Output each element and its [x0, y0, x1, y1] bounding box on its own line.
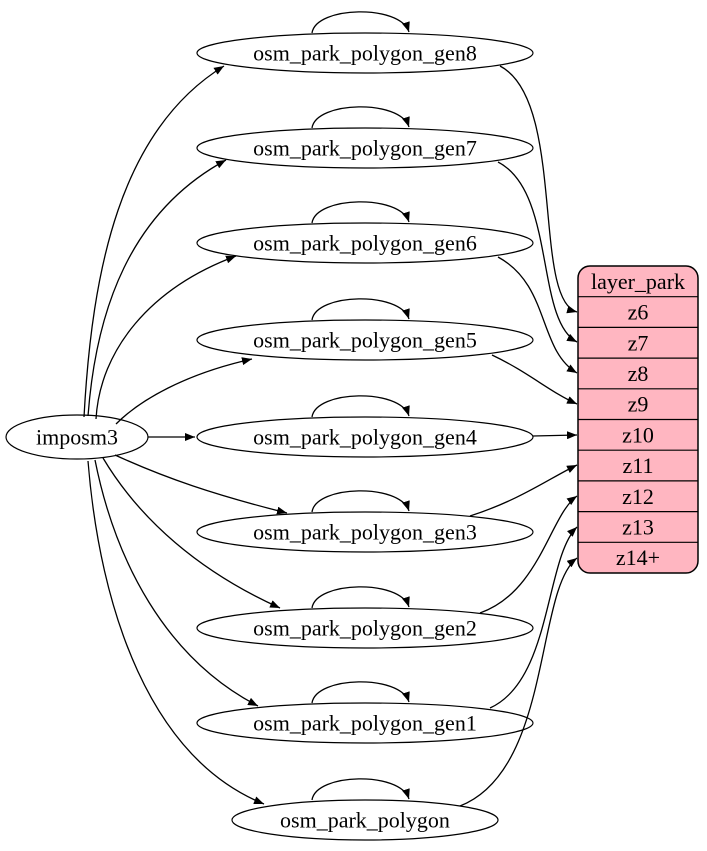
record-title: layer_park	[591, 269, 685, 294]
record-row-z14plus: z14+	[616, 545, 660, 570]
record-row-z12: z12	[622, 484, 654, 509]
edge-osm_park_polygon_gen1-self-loop	[311, 681, 410, 704]
record-row-z10: z10	[622, 422, 654, 447]
osm_park_polygon_gen1-ellipse	[196, 702, 534, 744]
edge-imposm3-to-osm_park_polygon_gen8	[83, 65, 225, 418]
edge-osm_park_polygon_gen2-to-layer_park-z12	[479, 495, 578, 614]
edge-imposm3-to-osm_park_polygon_gen3	[114, 454, 288, 515]
node-osm_park_polygon_gen2: osm_park_polygon_gen2	[196, 607, 534, 649]
imposm3-label: imposm3	[36, 425, 118, 450]
edge-osm_park_polygon_gen4-to-layer_park-z10	[532, 431, 578, 440]
edge-osm_park_polygon_gen8-to-layer_park-z6	[499, 65, 578, 314]
osm_park_polygon_gen3-ellipse	[196, 511, 534, 553]
record-row-z7: z7	[628, 330, 649, 355]
edge-osm_park_polygon_gen8-self-loop	[311, 11, 410, 34]
edge-imposm3-to-osm_park_polygon	[87, 460, 265, 805]
node-osm_park_polygon_gen8: osm_park_polygon_gen8	[196, 32, 534, 74]
edge-osm_park_polygon_gen6-self-loop	[311, 201, 410, 224]
table-label: osm_park_polygon_gen6	[253, 231, 477, 256]
osm_park_polygon_gen5-ellipse	[196, 319, 534, 361]
record-row-z13: z13	[622, 514, 654, 539]
osm_park_polygon_gen2-ellipse	[196, 607, 534, 649]
record-row-z9: z9	[628, 392, 649, 417]
record-row-z11: z11	[623, 453, 654, 478]
edge-osm_park_polygon_gen2-self-loop	[311, 586, 410, 609]
table-label: osm_park_polygon_gen2	[253, 616, 477, 641]
edge-imposm3-to-osm_park_polygon_gen6	[95, 255, 237, 420]
table-label: osm_park_polygon_gen7	[253, 136, 477, 161]
table-label: osm_park_polygon_gen1	[253, 711, 477, 736]
node-layer_park: layer_park z6 z7 z8 z9 z10 z11 z12 z13 z14+	[577, 265, 699, 574]
record-row-z8: z8	[628, 361, 649, 386]
osm_park_polygon_gen6-ellipse	[196, 222, 534, 264]
osm_park_polygon_gen7-ellipse	[196, 127, 534, 169]
node-osm_park_polygon: osm_park_polygon	[231, 799, 499, 841]
node-osm_park_polygon_gen4: osm_park_polygon_gen4	[196, 416, 534, 458]
node-osm_park_polygon_gen6: osm_park_polygon_gen6	[196, 222, 534, 264]
edge-imposm3-to-osm_park_polygon_gen5	[115, 357, 253, 425]
table-label: osm_park_polygon_gen4	[253, 425, 477, 450]
edge-osm_park_polygon-self-loop	[311, 778, 410, 801]
edge-osm_park_polygon_gen7-self-loop	[311, 106, 410, 129]
table-label: osm_park_polygon_gen3	[253, 520, 477, 545]
table-label: osm_park_polygon_gen5	[253, 328, 477, 353]
edge-osm_park_polygon_gen7-to-layer_park-z7	[497, 161, 578, 343]
node-imposm3: imposm3	[5, 414, 149, 460]
table-label: osm_park_polygon	[280, 808, 450, 833]
edge-imposm3-to-osm_park_polygon_gen7	[87, 159, 227, 417]
node-osm_park_polygon_gen1: osm_park_polygon_gen1	[196, 702, 534, 744]
edges	[83, 11, 578, 807]
edge-osm_park_polygon-to-layer_park-z14plus	[459, 557, 578, 807]
node-osm_park_polygon_gen7: osm_park_polygon_gen7	[196, 127, 534, 169]
table-label: osm_park_polygon_gen8	[253, 41, 477, 66]
edge-osm_park_polygon_gen5-self-loop	[311, 298, 410, 321]
record-row-z6: z6	[628, 300, 649, 325]
edge-osm_park_polygon_gen1-to-layer_park-z13	[489, 526, 578, 709]
osm_park_polygon_gen8-ellipse	[196, 32, 534, 74]
edge-imposm3-to-osm_park_polygon_gen2	[102, 457, 281, 609]
node-osm_park_polygon_gen5: osm_park_polygon_gen5	[196, 319, 534, 361]
edge-osm_park_polygon_gen3-self-loop	[311, 490, 410, 513]
node-osm_park_polygon_gen3: osm_park_polygon_gen3	[196, 511, 534, 553]
osm_park_polygon_gen4-ellipse	[196, 416, 534, 458]
edge-osm_park_polygon_gen6-to-layer_park-z8	[497, 256, 578, 374]
osm_park_polygon-ellipse	[231, 799, 499, 841]
edge-osm_park_polygon_gen5-to-layer_park-z9	[491, 354, 578, 405]
edge-imposm3-to-osm_park_polygon_gen1	[94, 459, 259, 707]
edge-osm_park_polygon_gen4-self-loop	[311, 395, 410, 418]
edge-osm_park_polygon_gen3-to-layer_park-z11	[469, 464, 578, 517]
